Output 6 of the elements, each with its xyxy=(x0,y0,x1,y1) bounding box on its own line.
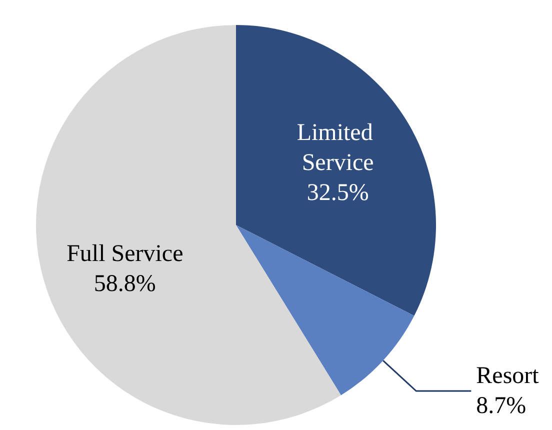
data-label: 32.5% xyxy=(306,180,369,206)
slice-label: Limited Service xyxy=(296,120,379,176)
slice-label: Full Service xyxy=(66,241,184,268)
slice-label: Resort xyxy=(476,363,540,390)
data-label: 8.7% xyxy=(476,393,526,420)
data-label: 58.8% xyxy=(94,271,156,298)
